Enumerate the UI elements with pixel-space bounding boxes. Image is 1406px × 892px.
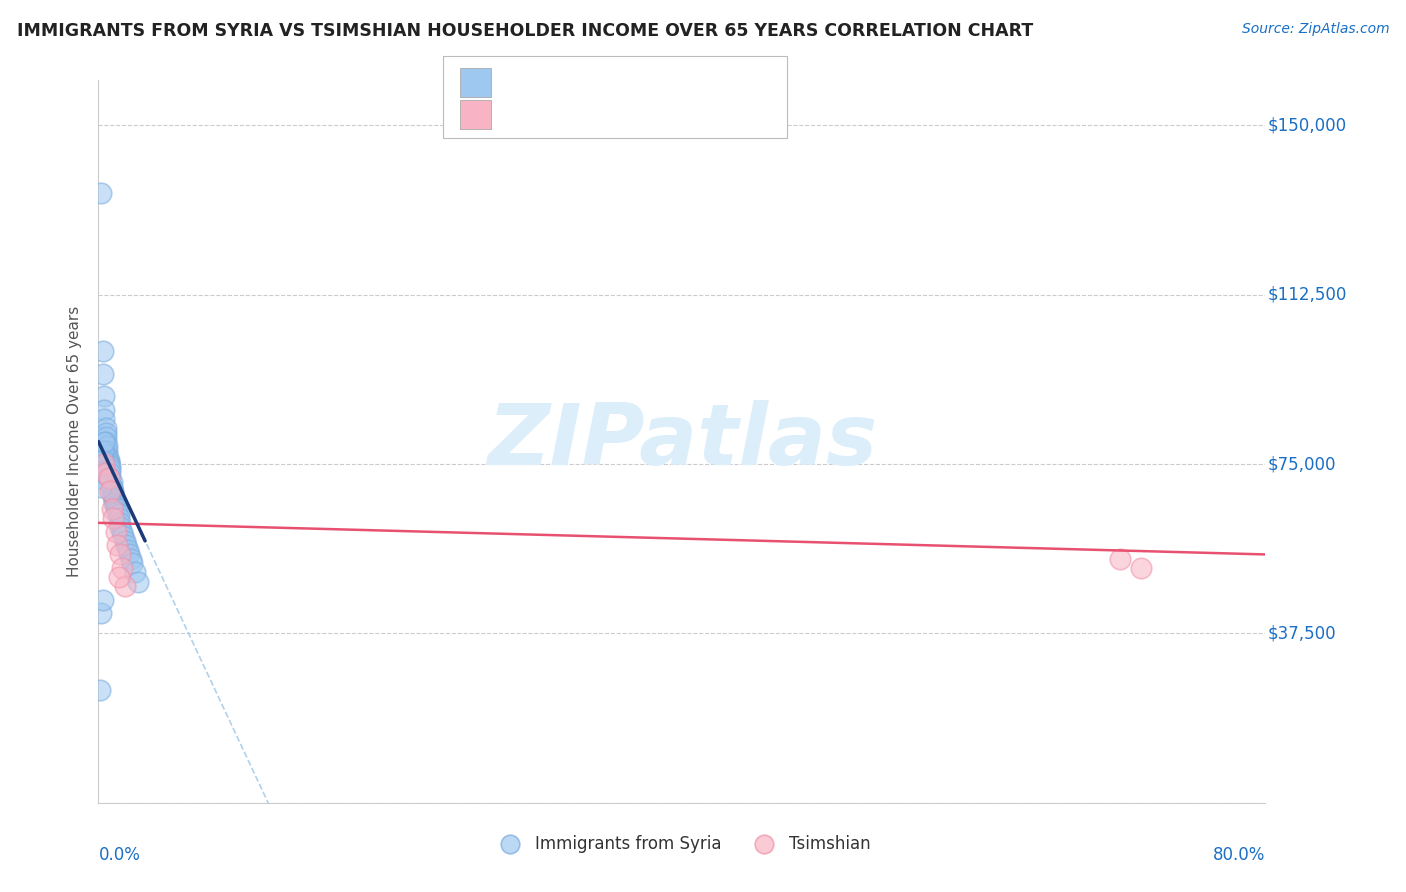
Text: -0.172: -0.172 bbox=[547, 105, 606, 124]
Text: N =: N = bbox=[624, 73, 672, 92]
Point bbox=[105, 538, 128, 552]
Point bbox=[1108, 552, 1130, 566]
Point bbox=[97, 457, 120, 471]
Point bbox=[90, 606, 112, 620]
Point bbox=[91, 367, 114, 381]
Point bbox=[108, 511, 131, 525]
Point bbox=[100, 475, 122, 490]
Point bbox=[97, 455, 120, 469]
Point bbox=[108, 570, 131, 584]
Point bbox=[97, 452, 120, 467]
Text: 0.0%: 0.0% bbox=[98, 847, 141, 864]
Point bbox=[93, 389, 115, 403]
Point bbox=[101, 484, 124, 499]
Point bbox=[96, 439, 118, 453]
Text: N =: N = bbox=[624, 105, 672, 124]
Point bbox=[112, 529, 135, 543]
Point bbox=[114, 533, 136, 548]
Text: $150,000: $150,000 bbox=[1268, 117, 1347, 135]
Point bbox=[100, 502, 122, 516]
Point bbox=[93, 412, 115, 426]
Point bbox=[93, 466, 115, 480]
Point bbox=[118, 548, 141, 562]
Point bbox=[124, 566, 146, 580]
Point bbox=[93, 457, 115, 471]
Point bbox=[94, 466, 117, 480]
Point bbox=[96, 450, 118, 465]
Point bbox=[98, 459, 121, 474]
Text: $112,500: $112,500 bbox=[1268, 285, 1347, 304]
Point bbox=[114, 579, 136, 593]
Point bbox=[94, 421, 117, 435]
Point bbox=[93, 403, 115, 417]
Point bbox=[98, 461, 121, 475]
Point bbox=[104, 498, 127, 512]
Point bbox=[101, 486, 124, 500]
Point bbox=[89, 682, 111, 697]
Point bbox=[96, 448, 118, 462]
Point bbox=[94, 434, 117, 449]
Text: 57: 57 bbox=[673, 73, 696, 92]
Y-axis label: Householder Income Over 65 years: Householder Income Over 65 years bbox=[67, 306, 83, 577]
Point bbox=[105, 504, 128, 518]
Point bbox=[94, 430, 117, 444]
Point bbox=[110, 548, 132, 562]
Point bbox=[98, 470, 121, 484]
Text: $75,000: $75,000 bbox=[1268, 455, 1336, 473]
Point bbox=[98, 484, 121, 499]
Text: Source: ZipAtlas.com: Source: ZipAtlas.com bbox=[1241, 22, 1389, 37]
Point bbox=[121, 557, 143, 571]
Point bbox=[96, 443, 118, 458]
Text: R =: R = bbox=[505, 73, 541, 92]
Point bbox=[120, 552, 142, 566]
Point bbox=[90, 480, 112, 494]
Text: 80.0%: 80.0% bbox=[1213, 847, 1265, 864]
Point bbox=[103, 493, 125, 508]
Point bbox=[127, 574, 149, 589]
Point bbox=[91, 592, 114, 607]
Point bbox=[93, 434, 115, 449]
Point bbox=[110, 516, 132, 530]
Point bbox=[90, 186, 112, 201]
Point bbox=[94, 425, 117, 440]
Point bbox=[103, 495, 125, 509]
Legend: Immigrants from Syria, Tsimshian: Immigrants from Syria, Tsimshian bbox=[486, 828, 877, 860]
Point bbox=[104, 500, 127, 514]
Point bbox=[98, 466, 121, 480]
Point bbox=[110, 520, 132, 534]
Text: ZIPatlas: ZIPatlas bbox=[486, 400, 877, 483]
Point bbox=[111, 524, 134, 539]
Point bbox=[111, 561, 134, 575]
Point bbox=[91, 344, 114, 359]
Point bbox=[91, 443, 114, 458]
Point bbox=[101, 511, 124, 525]
Point bbox=[104, 524, 127, 539]
Point bbox=[100, 482, 122, 496]
Text: -0.263: -0.263 bbox=[547, 73, 606, 92]
Point bbox=[103, 491, 125, 505]
Text: $37,500: $37,500 bbox=[1268, 624, 1336, 642]
Point bbox=[108, 507, 131, 521]
Point bbox=[101, 489, 124, 503]
Text: IMMIGRANTS FROM SYRIA VS TSIMSHIAN HOUSEHOLDER INCOME OVER 65 YEARS CORRELATION : IMMIGRANTS FROM SYRIA VS TSIMSHIAN HOUSE… bbox=[17, 22, 1033, 40]
Point bbox=[105, 502, 128, 516]
Text: 14: 14 bbox=[673, 105, 696, 124]
Text: R =: R = bbox=[505, 105, 541, 124]
Point bbox=[97, 470, 120, 484]
Point bbox=[115, 538, 138, 552]
Point bbox=[117, 542, 139, 557]
Point bbox=[91, 452, 114, 467]
Point bbox=[90, 470, 112, 484]
Point bbox=[100, 480, 122, 494]
Point bbox=[1130, 561, 1153, 575]
